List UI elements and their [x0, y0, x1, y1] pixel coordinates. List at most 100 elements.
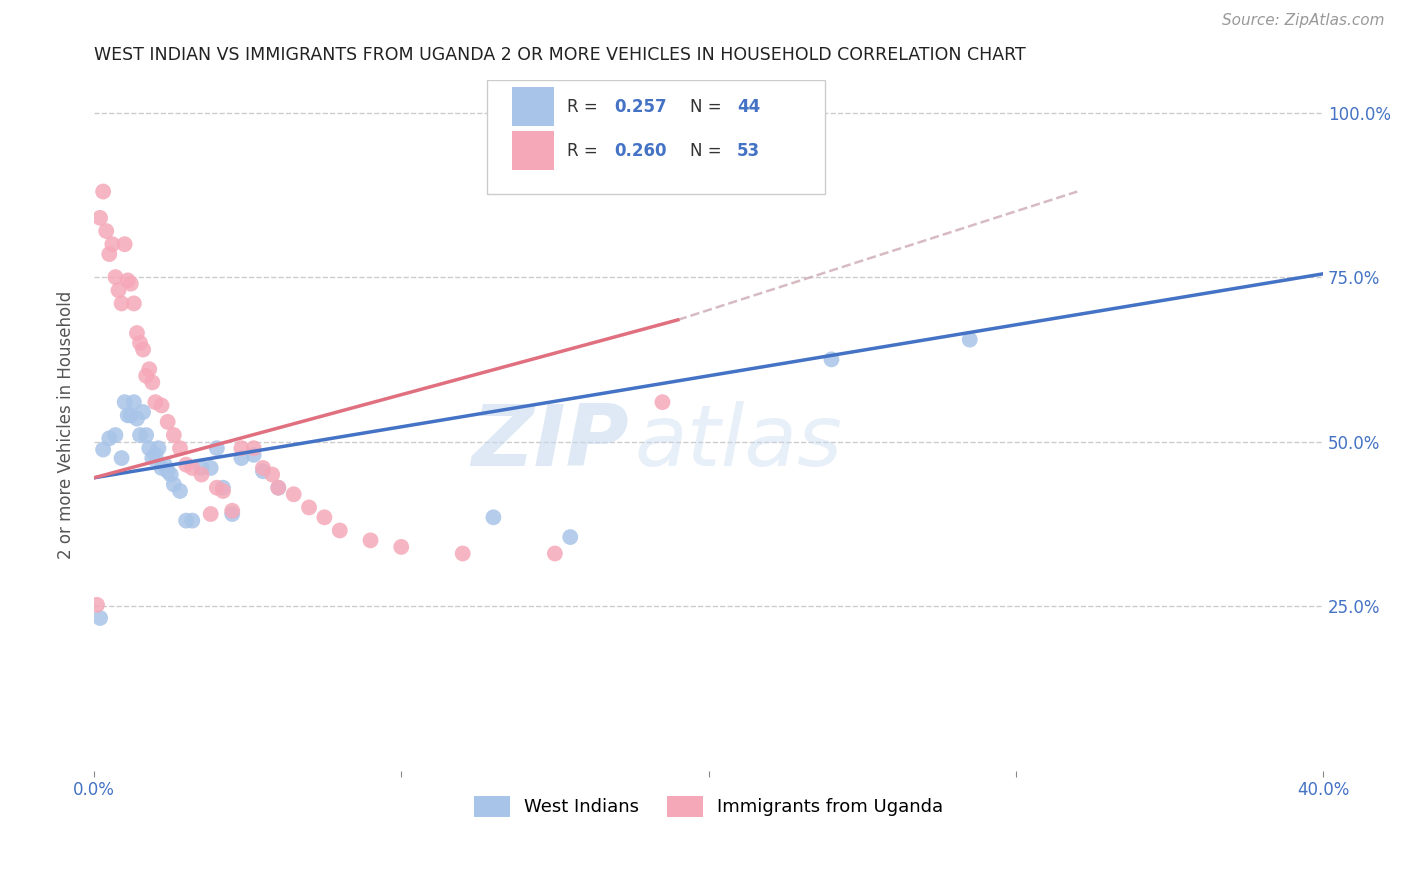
Point: [110, 451, 132, 466]
Point: [153, 458, 176, 472]
Point: [451, 547, 474, 561]
Point: [122, 296, 145, 310]
Y-axis label: 2 or more Vehicles in Household: 2 or more Vehicles in Household: [58, 291, 75, 559]
Point: [145, 448, 167, 462]
Point: [252, 464, 274, 478]
Point: [212, 483, 235, 498]
Point: [117, 273, 139, 287]
Text: R =: R =: [567, 142, 603, 160]
Point: [129, 428, 152, 442]
Point: [262, 467, 284, 482]
Point: [560, 530, 582, 544]
Point: [174, 514, 197, 528]
Point: [91, 185, 114, 199]
Point: [125, 326, 148, 340]
Point: [132, 343, 155, 357]
Point: [190, 467, 212, 482]
Text: N =: N =: [690, 142, 727, 160]
Point: [174, 458, 197, 472]
FancyBboxPatch shape: [488, 79, 825, 194]
Point: [159, 467, 181, 482]
Legend: West Indians, Immigrants from Uganda: West Indians, Immigrants from Uganda: [467, 789, 950, 824]
Text: 0.260: 0.260: [614, 142, 666, 160]
Text: N =: N =: [690, 98, 727, 116]
Point: [91, 442, 114, 457]
Point: [360, 533, 382, 548]
Point: [212, 481, 235, 495]
FancyBboxPatch shape: [512, 87, 554, 126]
Point: [120, 409, 142, 423]
Point: [138, 441, 160, 455]
Text: R =: R =: [567, 98, 603, 116]
Point: [820, 352, 842, 367]
Point: [150, 461, 173, 475]
Point: [89, 611, 111, 625]
Point: [651, 395, 673, 409]
Point: [148, 441, 170, 455]
Point: [181, 514, 204, 528]
Point: [98, 431, 121, 445]
Point: [221, 504, 243, 518]
Point: [132, 405, 155, 419]
Point: [329, 524, 352, 538]
Point: [96, 224, 118, 238]
Text: WEST INDIAN VS IMMIGRANTS FROM UGANDA 2 OR MORE VEHICLES IN HOUSEHOLD CORRELATIO: WEST INDIAN VS IMMIGRANTS FROM UGANDA 2 …: [94, 46, 1026, 64]
Point: [959, 333, 981, 347]
Point: [169, 441, 191, 455]
Point: [231, 441, 253, 455]
Point: [110, 296, 132, 310]
Point: [122, 395, 145, 409]
Point: [104, 428, 127, 442]
Point: [114, 395, 136, 409]
Point: [104, 270, 127, 285]
Point: [181, 461, 204, 475]
Point: [101, 237, 124, 252]
Point: [98, 247, 121, 261]
Point: [267, 481, 290, 495]
Point: [125, 411, 148, 425]
Point: [389, 540, 412, 554]
Point: [138, 362, 160, 376]
Point: [156, 464, 179, 478]
Text: 53: 53: [737, 142, 759, 160]
Point: [89, 211, 111, 225]
Text: 0.257: 0.257: [614, 98, 666, 116]
Point: [107, 283, 129, 297]
Point: [221, 507, 243, 521]
Point: [114, 237, 136, 252]
Point: [314, 510, 336, 524]
Point: [117, 409, 139, 423]
Point: [267, 481, 290, 495]
Point: [298, 500, 321, 515]
Point: [231, 451, 253, 466]
Point: [190, 461, 212, 475]
Point: [242, 448, 264, 462]
Point: [141, 451, 163, 466]
Point: [163, 477, 186, 491]
Point: [129, 335, 152, 350]
Point: [135, 428, 157, 442]
FancyBboxPatch shape: [512, 131, 554, 170]
Point: [86, 598, 108, 612]
Point: [200, 507, 222, 521]
Point: [205, 441, 228, 455]
Point: [120, 277, 142, 291]
Point: [145, 395, 167, 409]
Point: [242, 441, 264, 455]
Point: [169, 483, 191, 498]
Point: [200, 461, 222, 475]
Point: [141, 376, 163, 390]
Point: [252, 461, 274, 475]
Point: [544, 547, 567, 561]
Point: [205, 481, 228, 495]
Point: [283, 487, 305, 501]
Point: [150, 399, 173, 413]
Point: [163, 428, 186, 442]
Text: atlas: atlas: [634, 401, 842, 484]
Text: 44: 44: [737, 98, 761, 116]
Text: Source: ZipAtlas.com: Source: ZipAtlas.com: [1222, 13, 1385, 28]
Point: [482, 510, 505, 524]
Point: [135, 368, 157, 383]
Point: [156, 415, 179, 429]
Text: ZIP: ZIP: [471, 401, 628, 484]
